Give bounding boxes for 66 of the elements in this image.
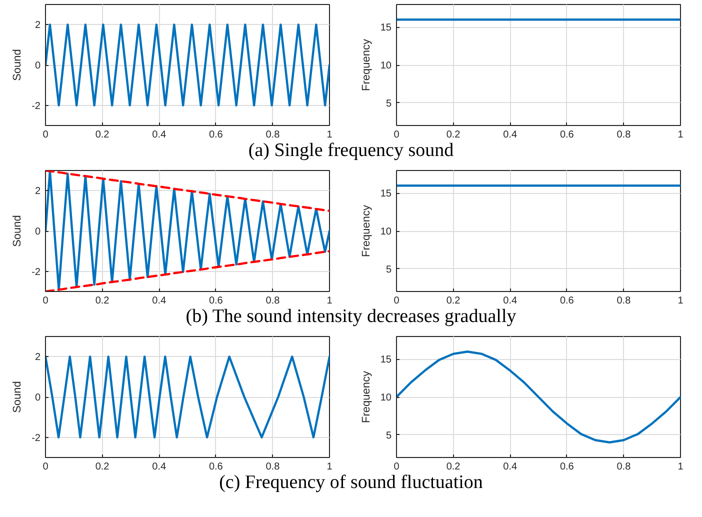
x-tick-label: 0.8 [616, 130, 632, 140]
x-tick-label: 0.6 [208, 296, 224, 306]
y-axis-title: Sound [12, 381, 24, 413]
x-tick-label: 0.2 [446, 296, 461, 306]
x-tick-label: 0.4 [503, 130, 518, 140]
x-tick-label: 1 [678, 296, 684, 306]
y-tick-label: 15 [380, 188, 392, 200]
y-tick-label: 2 [34, 352, 41, 364]
y-tick-label: 2 [34, 20, 41, 32]
x-tick-label: 0.2 [95, 462, 110, 472]
line-series [46, 170, 330, 212]
x-tick-label: 0.2 [446, 130, 461, 140]
x-tick-label: 0.6 [560, 130, 574, 140]
text: (c) Frequency of sound fluctuation [219, 472, 483, 494]
y-tick-label: 5 [386, 98, 392, 110]
x-tick-label: 0 [42, 130, 49, 140]
y-tick-label: 5 [386, 264, 392, 276]
y-tick-label: -2 [32, 100, 41, 112]
x-tick-label: 0.4 [152, 462, 166, 472]
x-tick-label: 0.2 [95, 130, 110, 140]
y-tick-label: 10 [380, 392, 392, 404]
x-tick-label: 0 [394, 462, 400, 472]
x-tick-label: 0.6 [208, 462, 224, 472]
x-tick-label: 0.2 [446, 462, 461, 472]
y-axis-title: Sound [12, 215, 24, 247]
y-axis-title: Frequency [360, 204, 372, 257]
x-tick-label: 0.4 [152, 296, 166, 306]
y-tick-label: 2 [34, 186, 41, 198]
x-tick-label: 0 [394, 130, 400, 140]
x-tick-label: 0 [394, 296, 400, 306]
x-tick-label: 1 [326, 462, 333, 472]
x-tick-label: 0 [42, 296, 49, 306]
x-tick-label: 1 [678, 130, 684, 140]
x-tick-label: 0.8 [266, 462, 280, 472]
y-axis-title: Frequency [360, 370, 372, 423]
x-tick-label: 0.4 [503, 462, 518, 472]
y-tick-label: 15 [380, 22, 392, 34]
x-tick-label: 1 [678, 462, 684, 472]
y-tick-label: 5 [386, 430, 392, 442]
text: (a) Single frequency sound [248, 140, 454, 162]
x-tick-label: 0.8 [266, 296, 280, 306]
x-tick-label: 1 [326, 130, 333, 140]
y-tick-label: -2 [32, 266, 41, 278]
x-tick-label: 0.6 [560, 462, 574, 472]
y-tick-label: 15 [380, 354, 392, 366]
x-tick-label: 0.4 [152, 130, 166, 140]
x-tick-label: 0.6 [208, 130, 224, 140]
x-tick-label: 0.8 [266, 130, 280, 140]
x-tick-label: 0.8 [616, 462, 632, 472]
y-axis-title: Sound [12, 49, 24, 81]
x-tick-label: 0 [42, 462, 49, 472]
x-tick-label: 0.8 [616, 296, 632, 306]
y-tick-label: 0 [34, 392, 41, 404]
line-series [46, 170, 330, 291]
x-tick-label: 0.4 [503, 296, 518, 306]
x-tick-label: 0.2 [95, 296, 110, 306]
y-tick-label: 10 [380, 60, 392, 72]
line-series [396, 350, 680, 444]
y-tick-label: 0 [34, 226, 41, 238]
x-tick-label: 1 [326, 296, 333, 306]
y-tick-label: 10 [380, 226, 392, 238]
y-tick-label: -2 [32, 432, 41, 444]
y-tick-label: 0 [34, 60, 41, 72]
y-axis-title: Frequency [360, 38, 372, 91]
x-tick-label: 0.6 [560, 296, 574, 306]
text: (b) The sound intensity decreases gradually [186, 306, 516, 328]
